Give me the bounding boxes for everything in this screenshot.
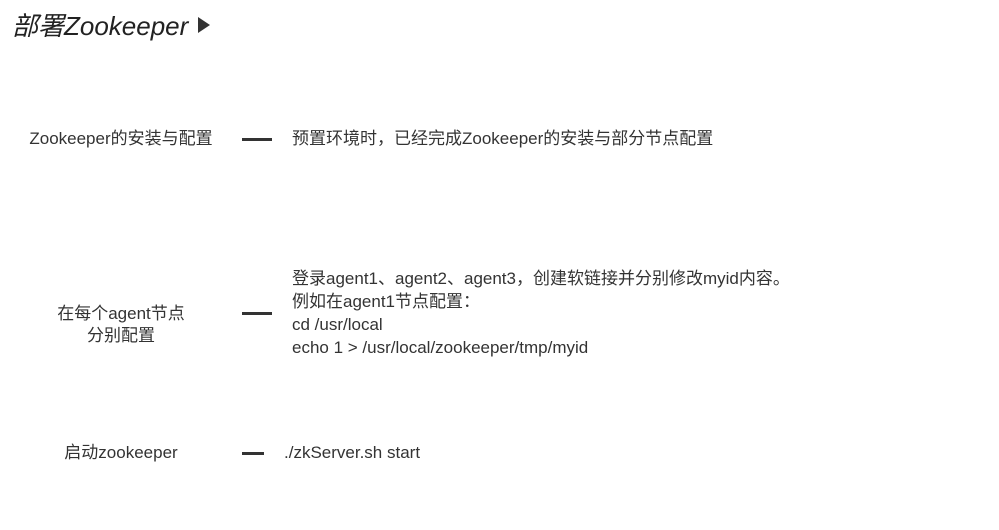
label-text: 启动zookeeper: [64, 443, 177, 462]
desc-line: 预置环境时，已经完成Zookeeper的安装与部分节点配置: [292, 128, 713, 151]
section-2: 在每个agent节点 分别配置 登录agent1、agent2、agent3，创…: [0, 268, 790, 360]
page-title: 部署Zookeeper: [12, 6, 210, 43]
label-text: Zookeeper的安装与配置: [29, 129, 212, 148]
desc-line: echo 1 > /usr/local/zookeeper/tmp/myid: [292, 337, 790, 360]
section-2-desc: 登录agent1、agent2、agent3，创建软链接并分别修改myid内容。…: [276, 268, 790, 360]
section-1-label: Zookeeper的安装与配置: [0, 128, 242, 150]
desc-line: 登录agent1、agent2、agent3，创建软链接并分别修改myid内容。: [292, 268, 790, 291]
connector-line: [242, 312, 272, 315]
desc-line: cd /usr/local: [292, 314, 790, 337]
connector-line: [242, 138, 272, 141]
section-3: 启动zookeeper ./zkServer.sh start: [0, 442, 420, 465]
section-1-desc: 预置环境时，已经完成Zookeeper的安装与部分节点配置: [276, 128, 713, 151]
connector-line: [242, 452, 264, 455]
section-3-desc: ./zkServer.sh start: [268, 442, 420, 465]
section-3-label: 启动zookeeper: [0, 442, 242, 464]
section-1: Zookeeper的安装与配置 预置环境时，已经完成Zookeeper的安装与部…: [0, 128, 713, 151]
desc-line: ./zkServer.sh start: [284, 442, 420, 465]
arrow-right-icon: [198, 17, 210, 33]
section-2-label: 在每个agent节点 分别配置: [0, 281, 242, 347]
desc-line: 例如在agent1节点配置：: [292, 291, 790, 314]
title-text: 部署Zookeeper: [12, 6, 188, 43]
label-text: 在每个agent节点 分别配置: [57, 304, 185, 345]
